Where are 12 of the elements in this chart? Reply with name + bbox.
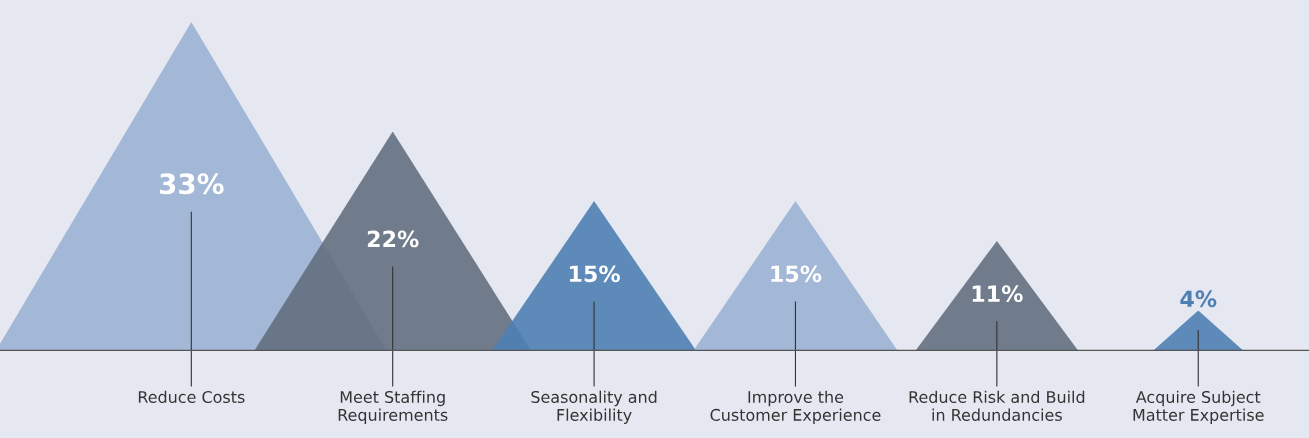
data-label: 33% — [159, 173, 224, 195]
data-label: 11% — [972, 285, 1023, 303]
x-tick-label: Meet Staffing Requirements — [338, 390, 448, 425]
x-tick-label: Improve the Customer Experience — [710, 390, 881, 425]
x-tick-label: Reduce Risk and Build in Redundancies — [909, 390, 1085, 421]
data-label: 4% — [1180, 290, 1217, 308]
x-tick-label: Acquire Subject Matter Expertise — [1133, 390, 1264, 425]
data-label: 22% — [367, 230, 419, 248]
data-label: 15% — [570, 265, 620, 283]
x-tick-label: Seasonality and Flexibility — [531, 390, 657, 425]
data-label: 15% — [771, 265, 822, 283]
x-tick-label: Reduce Costs — [138, 390, 245, 404]
